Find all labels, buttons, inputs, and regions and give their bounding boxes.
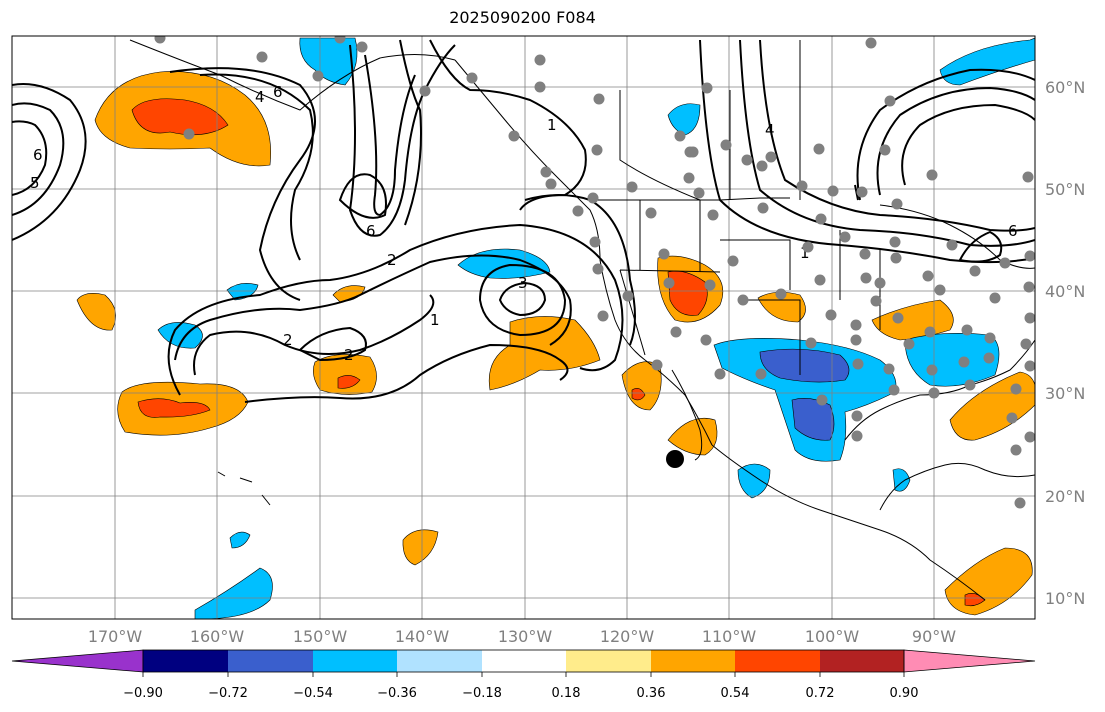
colorbar-tick: 0.54	[721, 686, 750, 701]
lon-label: 100°W	[805, 627, 860, 646]
lon-label: 140°W	[395, 627, 450, 646]
orange-region-center	[313, 354, 377, 395]
shaded-regions	[76, 37, 1035, 619]
lon-label: 90°W	[912, 627, 956, 646]
contour-label: 2	[344, 346, 354, 364]
blue-region-nw	[667, 103, 701, 136]
dblue-region-texas	[759, 348, 850, 383]
orange-region-cal	[667, 417, 718, 456]
colorbar-segment	[143, 650, 228, 672]
colorbar-segment	[820, 650, 904, 672]
contour-label: 6	[273, 83, 283, 101]
station-dots	[154, 36, 1035, 509]
map-frame	[11, 35, 1036, 620]
colorbar-tick: −0.90	[123, 686, 163, 701]
latitude-labels: 60°N 50°N 40°N 30°N 20°N 10°N	[1045, 78, 1085, 608]
blue-region-mid2	[226, 283, 259, 301]
storm-center-marker	[666, 450, 684, 468]
lon-label: 170°W	[88, 627, 143, 646]
contour-label: 6	[1008, 222, 1018, 240]
blue-region-ne	[939, 37, 1035, 86]
contour-label: 6	[33, 146, 43, 164]
colorbar-segment	[566, 650, 651, 672]
contour-label: 4	[765, 121, 775, 139]
colorbar-extend-low	[11, 649, 144, 673]
red-region-center	[337, 375, 361, 389]
colorbar-segment	[735, 650, 820, 672]
lon-label: 110°W	[702, 627, 757, 646]
contour-label: 5	[30, 174, 40, 192]
blue-region-mex	[737, 463, 771, 499]
contour-label-group: 6 5 4 6 6 2 1 3 2 2 1 4 1 6	[30, 83, 1018, 364]
gridlines	[12, 36, 1035, 619]
colorbar-tick: 0.18	[552, 686, 581, 701]
lon-label: 120°W	[600, 627, 655, 646]
dblue-region-texas2	[791, 398, 835, 441]
blue-region-south2	[229, 531, 251, 549]
orange-region-south	[402, 529, 439, 566]
contour-label: 4	[255, 88, 265, 106]
blue-region-north	[299, 37, 358, 86]
red-region-sw-us	[667, 270, 708, 316]
colorbar: −0.90 −0.72 −0.54 −0.36 −0.18 0.18 0.36 …	[11, 649, 1036, 701]
colorbar-segment	[397, 650, 482, 672]
red-region-sw	[137, 398, 211, 418]
lat-label: 30°N	[1045, 384, 1085, 403]
chart-title: 2025090200 F084	[449, 8, 596, 27]
lon-label: 130°W	[498, 627, 553, 646]
contour-label: 1	[430, 311, 440, 329]
colorbar-segment	[651, 650, 735, 672]
contour-label: 1	[800, 244, 810, 262]
red-region-baja	[631, 388, 646, 401]
lat-label: 40°N	[1045, 282, 1085, 301]
colorbar-segment	[482, 650, 566, 672]
colorbar-tick: 0.72	[806, 686, 835, 701]
colorbar-tick: −0.18	[462, 686, 502, 701]
contour-label: 2	[387, 251, 397, 269]
contour-label: 1	[547, 116, 557, 134]
lat-label: 20°N	[1045, 487, 1085, 506]
lat-label: 60°N	[1045, 78, 1085, 97]
blue-region-south	[194, 567, 273, 619]
lat-label: 50°N	[1045, 180, 1085, 199]
colorbar-tick: −0.36	[377, 686, 417, 701]
lon-label: 150°W	[293, 627, 348, 646]
colorbar-segment	[313, 650, 397, 672]
contour-lines	[12, 39, 1035, 403]
colorbar-tick: −0.54	[293, 686, 333, 701]
colorbar-tick: 0.90	[890, 686, 919, 701]
lon-label: 160°W	[190, 627, 245, 646]
colorbar-tick: 0.36	[637, 686, 666, 701]
colorbar-segment	[228, 650, 313, 672]
contour-label: 6	[366, 222, 376, 240]
coastlines	[129, 39, 1035, 601]
colorbar-tick: −0.72	[208, 686, 248, 701]
colorbar-extend-high	[903, 649, 1036, 673]
red-region-alaska	[131, 98, 229, 136]
contour-label: 2	[283, 331, 293, 349]
contour-label: 3	[518, 274, 528, 292]
lat-label: 10°N	[1045, 589, 1085, 608]
longitude-labels: 170°W 160°W 150°W 140°W 130°W 120°W 110°…	[88, 627, 956, 646]
